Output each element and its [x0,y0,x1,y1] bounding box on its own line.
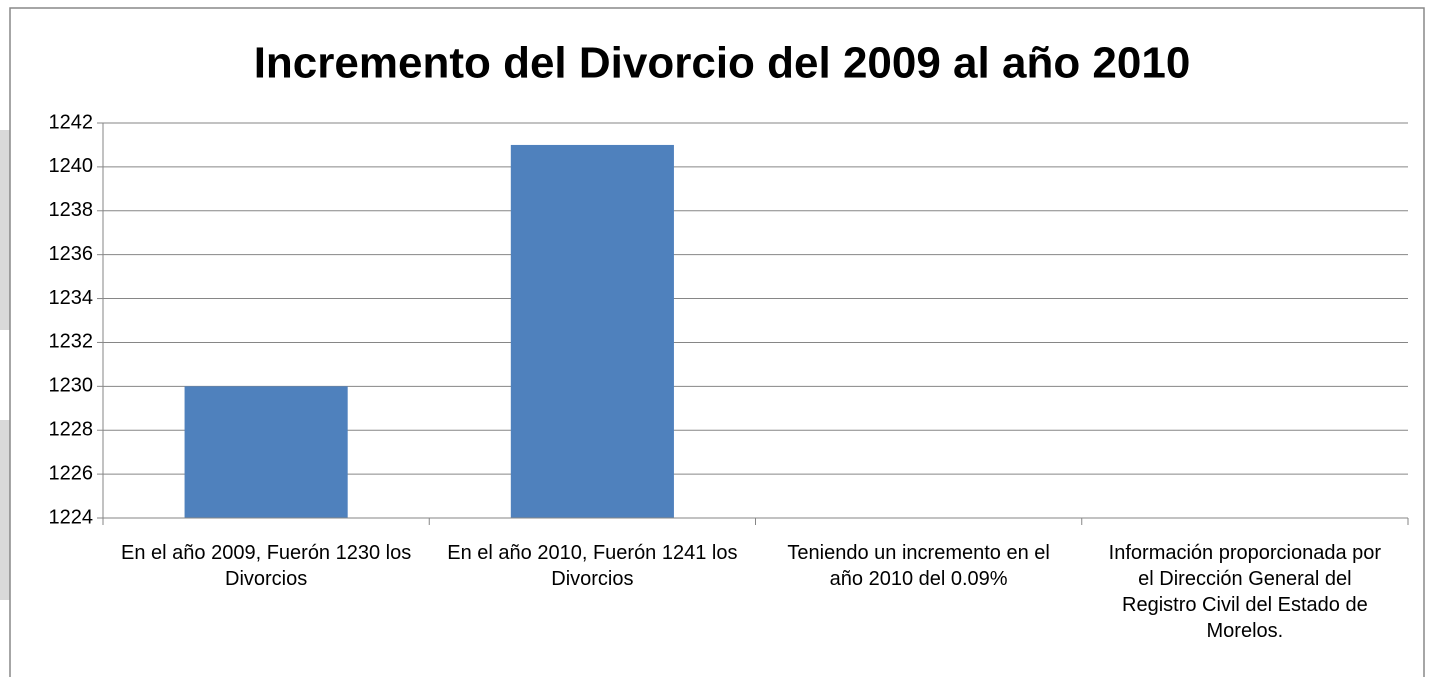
y-tick-label: 1234 [49,287,94,309]
x-tick-label: Teniendo un incremento en el año 2010 de… [787,542,1050,590]
x-tick-label: En el año 2010, Fuerón 1241 los Divorcio… [447,542,738,590]
bar [510,144,674,518]
chart-title: Incremento del Divorcio del 2009 al año … [254,39,1191,88]
y-tick-label: 1224 [49,506,94,528]
y-tick-label: 1228 [49,419,94,441]
background-shape [0,130,10,330]
chart-border [9,7,1425,677]
y-tick-label: 1226 [49,462,94,484]
bar [184,386,348,518]
y-tick-label: 1232 [49,331,94,353]
y-tick-label: 1236 [49,243,94,265]
x-tick-label: En el año 2009, Fuerón 1230 los Divorcio… [121,542,412,590]
y-tick-label: 1230 [49,375,94,397]
y-tick-label: 1242 [49,111,94,133]
y-tick-label: 1238 [49,199,94,221]
y-tick-label: 1240 [49,155,94,177]
x-tick-label: Información proporcionada por el Direcci… [1108,542,1382,642]
background-shape [0,420,10,600]
